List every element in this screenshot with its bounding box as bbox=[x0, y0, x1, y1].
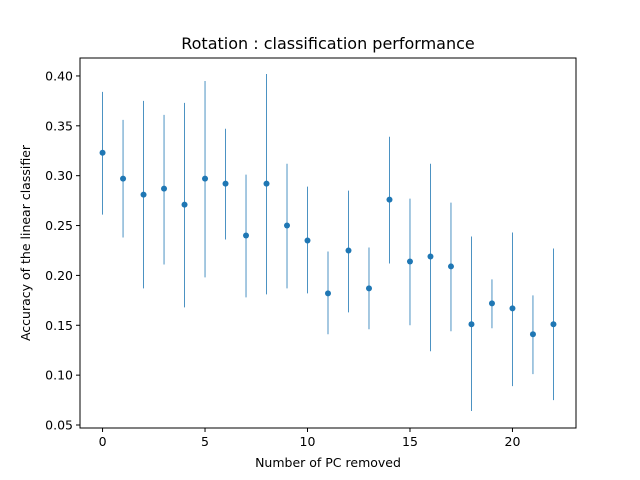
x-tick-label: 10 bbox=[300, 434, 316, 449]
y-tick-label: 0.20 bbox=[45, 268, 73, 283]
y-tick-label: 0.05 bbox=[45, 418, 73, 433]
chart-title: Rotation : classification performance bbox=[181, 34, 475, 53]
x-axis-ticks: 0 5 10 15 20 bbox=[99, 428, 521, 449]
data-point bbox=[488, 300, 495, 307]
data-point bbox=[386, 196, 393, 203]
data-point bbox=[447, 263, 454, 270]
data-point bbox=[161, 185, 168, 192]
data-point bbox=[550, 321, 557, 328]
data-point bbox=[263, 180, 270, 187]
x-tick-label: 15 bbox=[402, 434, 418, 449]
data-point bbox=[325, 290, 331, 297]
x-tick-label: 5 bbox=[201, 434, 209, 449]
data-point bbox=[365, 285, 372, 292]
data-points-layer bbox=[99, 149, 557, 338]
y-tick-label: 0.35 bbox=[45, 118, 73, 133]
data-point bbox=[345, 247, 352, 254]
data-point bbox=[284, 222, 291, 229]
y-tick-label: 0.25 bbox=[45, 218, 73, 233]
y-tick-label: 0.40 bbox=[45, 68, 73, 83]
y-axis-ticks: 0.05 0.10 0.15 0.20 0.25 0.30 0.35 0.40 bbox=[45, 68, 80, 433]
data-point bbox=[468, 321, 475, 328]
x-axis-label: Number of PC removed bbox=[255, 455, 401, 470]
x-tick-label: 0 bbox=[99, 434, 107, 449]
data-point bbox=[202, 175, 209, 182]
data-point bbox=[140, 191, 147, 198]
data-point bbox=[120, 175, 127, 182]
y-tick-label: 0.15 bbox=[45, 318, 73, 333]
data-point bbox=[304, 237, 311, 244]
y-axis-label: Accuracy of the linear classifier bbox=[18, 144, 33, 341]
data-point bbox=[243, 232, 250, 239]
x-tick-label: 20 bbox=[505, 434, 521, 449]
data-point bbox=[222, 180, 229, 187]
error-bars-layer bbox=[102, 73, 554, 412]
data-point bbox=[529, 331, 536, 338]
plot-frame bbox=[79, 57, 577, 429]
y-tick-label: 0.30 bbox=[45, 168, 73, 183]
data-point bbox=[427, 253, 434, 260]
data-point bbox=[181, 201, 188, 208]
data-point bbox=[406, 258, 413, 265]
data-point bbox=[509, 305, 516, 312]
y-tick-label: 0.10 bbox=[45, 368, 73, 383]
data-point bbox=[99, 149, 106, 156]
